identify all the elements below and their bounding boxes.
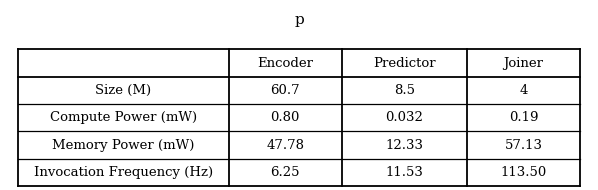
Text: Size (M): Size (M) xyxy=(95,84,151,97)
Text: 11.53: 11.53 xyxy=(386,166,423,179)
Text: 8.5: 8.5 xyxy=(394,84,415,97)
Text: Memory Power (mW): Memory Power (mW) xyxy=(52,139,194,152)
Text: Predictor: Predictor xyxy=(373,57,436,70)
Text: Invocation Frequency (Hz): Invocation Frequency (Hz) xyxy=(33,166,213,179)
Text: Joiner: Joiner xyxy=(504,57,544,70)
Text: Compute Power (mW): Compute Power (mW) xyxy=(50,111,197,124)
Text: 6.25: 6.25 xyxy=(270,166,300,179)
Text: p: p xyxy=(294,13,304,27)
Text: 0.80: 0.80 xyxy=(270,111,300,124)
Text: 12.33: 12.33 xyxy=(385,139,423,152)
Text: 4: 4 xyxy=(519,84,527,97)
Text: 60.7: 60.7 xyxy=(270,84,300,97)
Text: 0.032: 0.032 xyxy=(386,111,423,124)
Text: 113.50: 113.50 xyxy=(501,166,547,179)
Text: 0.19: 0.19 xyxy=(509,111,538,124)
Text: 47.78: 47.78 xyxy=(266,139,304,152)
Text: Encoder: Encoder xyxy=(257,57,313,70)
Text: 57.13: 57.13 xyxy=(505,139,542,152)
